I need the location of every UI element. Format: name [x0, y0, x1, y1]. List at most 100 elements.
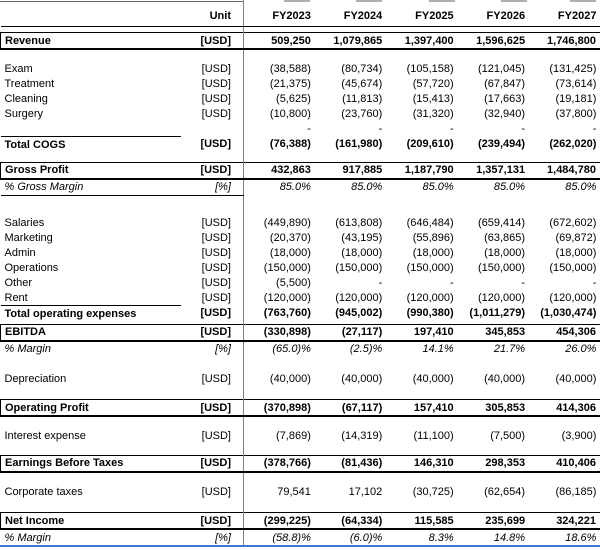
empty-cell[interactable]: [458, 49, 529, 61]
value-cell[interactable]: (120,000): [477, 291, 526, 304]
empty-cell[interactable]: [180, 195, 244, 215]
value-cell[interactable]: 14.1%: [422, 343, 454, 355]
row-unit[interactable]: [USD]: [180, 76, 244, 91]
value-cell[interactable]: 85.0%: [565, 181, 597, 194]
value-cell[interactable]: (659,414): [477, 216, 526, 229]
value-cell[interactable]: 298,353: [457, 454, 530, 473]
value-cell[interactable]: (299,225): [243, 512, 315, 530]
value-cell[interactable]: 8.3%: [428, 531, 454, 544]
row-unit[interactable]: [USD]: [180, 215, 244, 230]
value-cell[interactable]: (65.0)%: [272, 343, 311, 355]
empty-cell[interactable]: [1, 49, 181, 61]
value-cell[interactable]: (58.8)%: [272, 531, 311, 544]
value-cell[interactable]: (5,625): [276, 92, 311, 105]
value-cell[interactable]: (63,865): [484, 231, 526, 244]
empty-cell[interactable]: [180, 443, 244, 455]
value-cell[interactable]: (55,896): [412, 231, 454, 244]
value-cell[interactable]: -: [450, 276, 454, 289]
row-label[interactable]: Interest expense: [4, 429, 86, 442]
value-cell[interactable]: (120,000): [335, 291, 383, 304]
empty-cell[interactable]: [529, 443, 600, 455]
empty-cell[interactable]: [529, 49, 600, 61]
value-cell[interactable]: (17,663): [484, 92, 526, 105]
value-cell[interactable]: (32,940): [484, 107, 526, 120]
empty-cell[interactable]: [1, 416, 181, 428]
value-cell[interactable]: (38,588): [269, 62, 311, 75]
row-label[interactable]: % Gross Margin: [0, 178, 181, 196]
value-cell[interactable]: -: [307, 122, 311, 135]
empty-cell[interactable]: [180, 26, 244, 33]
empty-cell[interactable]: [244, 443, 315, 455]
value-cell[interactable]: (67,117): [314, 399, 387, 417]
empty-cell[interactable]: [458, 443, 529, 455]
value-cell[interactable]: (57,720): [412, 77, 454, 90]
value-cell[interactable]: (80,734): [341, 62, 383, 75]
value-cell[interactable]: (11,813): [342, 92, 383, 105]
value-cell[interactable]: (18,000): [341, 246, 383, 259]
value-cell[interactable]: (18,000): [412, 246, 454, 259]
value-cell[interactable]: 18.6%: [565, 531, 597, 544]
value-cell[interactable]: 157,410: [386, 399, 458, 417]
empty-cell[interactable]: [180, 499, 244, 513]
value-cell[interactable]: (19,181): [555, 92, 597, 105]
column-header-fy2026[interactable]: FY2026: [457, 0, 530, 27]
value-cell[interactable]: (1,011,279): [469, 307, 526, 320]
row-unit[interactable]: [USD]: [180, 484, 244, 500]
value-cell[interactable]: 432,863: [243, 161, 315, 180]
value-cell[interactable]: (18,000): [555, 246, 597, 259]
value-cell[interactable]: (37,800): [555, 107, 597, 120]
row-unit[interactable]: [USD]: [180, 106, 244, 121]
empty-cell[interactable]: [386, 387, 457, 400]
value-cell[interactable]: (23,760): [341, 107, 383, 120]
row-label[interactable]: Exam: [4, 62, 33, 75]
row-label[interactable]: Earnings Before Taxes: [0, 454, 181, 473]
row-label[interactable]: Rent: [4, 291, 28, 304]
value-cell[interactable]: (2.5)%: [349, 343, 383, 355]
empty-cell[interactable]: [458, 357, 529, 372]
value-cell[interactable]: (7,869): [276, 429, 311, 442]
row-label[interactable]: Treatment: [4, 77, 55, 90]
value-cell[interactable]: (14,319): [341, 429, 383, 442]
value-cell[interactable]: (672,602): [549, 216, 597, 229]
value-cell[interactable]: 410,406: [529, 454, 600, 473]
value-cell[interactable]: -: [450, 122, 454, 135]
value-cell[interactable]: (40,000): [555, 373, 597, 385]
empty-cell[interactable]: [315, 195, 386, 215]
unit-column-header[interactable]: Unit: [180, 0, 244, 27]
empty-cell[interactable]: [244, 49, 315, 61]
empty-cell[interactable]: [180, 152, 244, 162]
column-header-fy2027[interactable]: FY2027: [529, 0, 600, 27]
value-cell[interactable]: -: [378, 276, 383, 289]
empty-cell[interactable]: [315, 500, 386, 513]
row-label[interactable]: Corporate taxes: [4, 486, 83, 498]
empty-cell[interactable]: [386, 357, 457, 372]
value-cell[interactable]: (150,000): [335, 261, 383, 274]
value-cell[interactable]: (120,000): [549, 291, 597, 304]
row-label[interactable]: Gross Profit: [0, 161, 181, 180]
value-cell[interactable]: (64,334): [314, 512, 387, 530]
value-cell[interactable]: (6.0)%: [349, 531, 383, 544]
value-cell[interactable]: (150,000): [549, 261, 597, 274]
value-cell[interactable]: (69,872): [555, 231, 597, 244]
value-cell[interactable]: (239,494): [477, 138, 526, 151]
value-cell[interactable]: 1,484,780: [529, 161, 600, 180]
empty-cell[interactable]: [1, 357, 181, 372]
value-cell[interactable]: -: [592, 122, 597, 135]
row-unit[interactable]: [%]: [180, 340, 244, 357]
value-cell[interactable]: 509,250: [243, 32, 315, 50]
value-cell[interactable]: 1,079,865: [314, 32, 387, 50]
value-cell[interactable]: (20,370): [269, 231, 311, 244]
value-cell[interactable]: (105,158): [406, 62, 454, 75]
empty-cell[interactable]: [180, 416, 244, 428]
value-cell[interactable]: (18,000): [484, 246, 526, 259]
value-cell[interactable]: (613,808): [335, 216, 383, 229]
row-label[interactable]: Operating Profit: [0, 399, 181, 417]
value-cell[interactable]: (121,045): [477, 62, 526, 75]
value-cell[interactable]: -: [592, 276, 597, 289]
row-unit[interactable]: [180, 121, 244, 137]
value-cell[interactable]: 305,853: [457, 399, 530, 417]
value-cell[interactable]: 1,397,400: [386, 32, 458, 50]
value-cell[interactable]: (45,674): [341, 77, 383, 90]
row-label[interactable]: Surgery: [4, 107, 44, 120]
row-label[interactable]: % Margin: [4, 531, 51, 544]
